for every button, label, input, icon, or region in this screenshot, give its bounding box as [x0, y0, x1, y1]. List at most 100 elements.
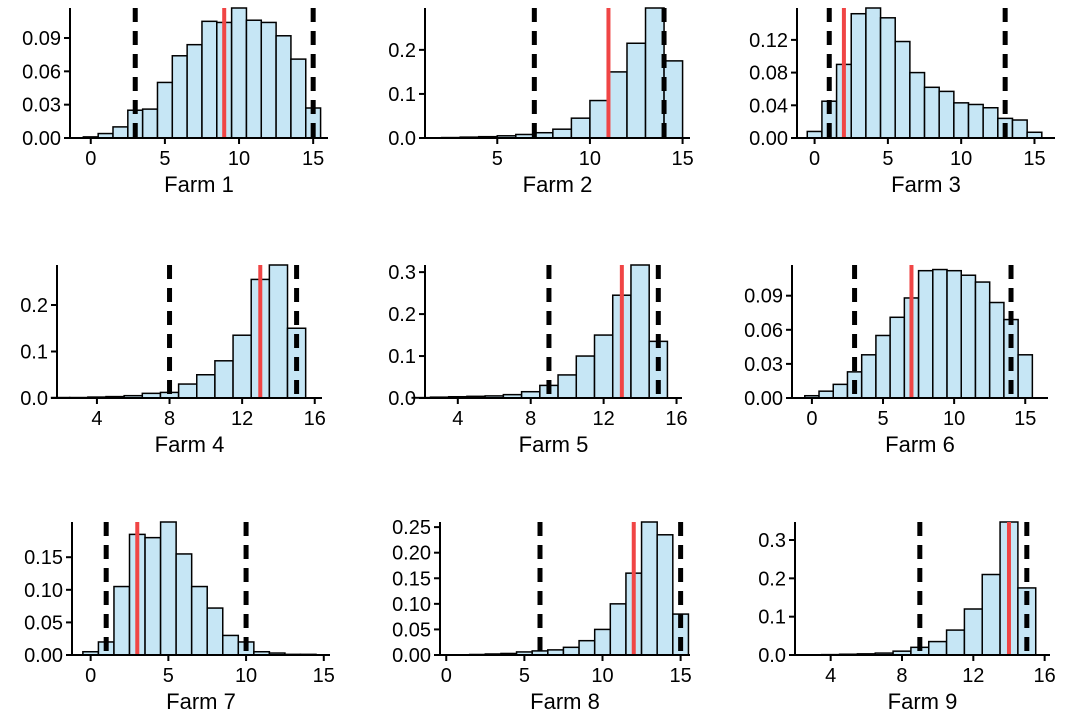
- x-tick-label: 0: [85, 148, 96, 170]
- x-tick-label: 4: [91, 408, 102, 430]
- bar: [963, 608, 983, 656]
- x-tick-label: 15: [1023, 148, 1045, 170]
- bar: [171, 55, 188, 139]
- x-tick-label: 5: [877, 408, 888, 430]
- bar: [112, 126, 129, 139]
- bar: [156, 81, 174, 139]
- bar: [275, 35, 292, 139]
- panel: 0.00 0.05 0.10 0.15 0 5 10 15 Farm 7: [24, 521, 335, 714]
- y-tick-label: 0.2: [388, 40, 416, 62]
- x-tick-label: 10: [591, 665, 613, 687]
- y-tick-label: 0.3: [388, 262, 416, 284]
- x-tick-label: 0: [809, 148, 820, 170]
- x-axis-label: Farm 4: [155, 432, 225, 457]
- bar: [190, 585, 208, 656]
- x-axis-label: Farm 9: [888, 689, 958, 714]
- bar: [917, 269, 934, 399]
- bar: [960, 274, 977, 399]
- bar: [268, 264, 289, 399]
- x-axis-label: Farm 7: [166, 689, 236, 714]
- y-tick-label: 0.00: [744, 388, 783, 410]
- panel: 0.0 0.1 0.2 5 10 15 Farm 2: [388, 7, 694, 197]
- panel: 0.00 0.03 0.06 0.09 0 5 10 15 Farm 1: [22, 7, 328, 197]
- x-tick-label: 10: [943, 408, 965, 430]
- y-tick-label: 0.20: [392, 543, 431, 565]
- y-tick-label: 0.09: [22, 28, 61, 50]
- x-axis-label: Farm 5: [519, 432, 589, 457]
- bar: [889, 316, 906, 399]
- x-tick-label: 15: [670, 665, 692, 687]
- bar: [663, 60, 684, 139]
- bar: [113, 585, 131, 656]
- bar: [923, 86, 940, 139]
- y-tick-label: 0.10: [24, 580, 63, 602]
- x-tick-label: 5: [159, 148, 170, 170]
- bar: [981, 573, 1001, 656]
- bar: [945, 629, 966, 656]
- bar: [232, 334, 252, 399]
- x-tick-label: 8: [525, 408, 536, 430]
- bar: [230, 7, 248, 139]
- bar: [245, 19, 263, 139]
- bar: [578, 639, 596, 656]
- x-tick-label: 12: [231, 408, 253, 430]
- panel: 0.00 0.05 0.10 0.15 0.20 0.25 0 5 10 15 Farm 8: [392, 517, 692, 714]
- panel: 0.0 0.1 0.2 4 8 12 16 Farm 4: [20, 264, 326, 457]
- bar: [974, 281, 991, 399]
- bar: [214, 360, 234, 399]
- x-tick-label: 8: [896, 665, 907, 687]
- y-tick-label: 0.10: [392, 594, 431, 616]
- bar: [860, 354, 877, 399]
- x-axis-label: Farm 3: [891, 172, 961, 197]
- x-tick-label: 0: [85, 665, 96, 687]
- y-tick-label: 0.1: [388, 346, 416, 368]
- x-axis-label: Farm 8: [530, 689, 600, 714]
- y-tick-label: 0.00: [22, 128, 61, 150]
- bar: [177, 383, 198, 399]
- x-tick-label: 0: [806, 408, 817, 430]
- bar: [927, 640, 948, 656]
- bar: [894, 40, 911, 139]
- bar: [644, 7, 665, 139]
- y-tick-label: 0.1: [388, 84, 416, 106]
- y-tick-label: 0.08: [749, 63, 788, 85]
- y-tick-label: 0.06: [744, 320, 783, 342]
- bar: [196, 373, 216, 399]
- x-tick-label: 15: [671, 148, 693, 170]
- y-tick-label: 0.15: [24, 547, 63, 569]
- bar: [818, 390, 834, 399]
- bar: [593, 334, 614, 399]
- bar: [879, 17, 896, 139]
- y-tick-label: 0.09: [744, 286, 783, 308]
- bar: [988, 301, 1005, 399]
- bar: [938, 90, 955, 139]
- y-tick-label: 0.1: [20, 341, 48, 363]
- bar: [909, 71, 926, 139]
- x-tick-label: 4: [452, 408, 463, 430]
- bar: [186, 43, 203, 139]
- x-tick-label: 12: [962, 665, 984, 687]
- y-tick-label: 0.25: [392, 517, 431, 539]
- bar: [557, 374, 578, 399]
- x-tick-label: 10: [579, 148, 601, 170]
- x-axis-label: Farm 6: [885, 432, 955, 457]
- y-tick-label: 0.0: [758, 645, 786, 667]
- bar: [570, 117, 591, 139]
- bar: [607, 71, 628, 139]
- x-tick-label: 16: [304, 408, 326, 430]
- bar: [865, 7, 882, 139]
- y-tick-label: 0.3: [758, 530, 786, 552]
- panel: 0.0 0.1 0.2 0.3 4 8 12 16 Farm 9: [758, 521, 1056, 714]
- bar: [656, 534, 674, 656]
- bar: [175, 553, 193, 656]
- y-tick-label: 0.04: [749, 95, 788, 117]
- bar: [967, 103, 984, 139]
- bar: [1017, 354, 1034, 399]
- panel: 0.00 0.04 0.08 0.12 0 5 10 15 Farm 3: [749, 7, 1055, 197]
- x-axis-label: Farm 1: [164, 172, 234, 197]
- bar: [832, 383, 849, 399]
- bar: [552, 128, 573, 139]
- bar: [875, 334, 891, 399]
- x-tick-label: 15: [313, 665, 335, 687]
